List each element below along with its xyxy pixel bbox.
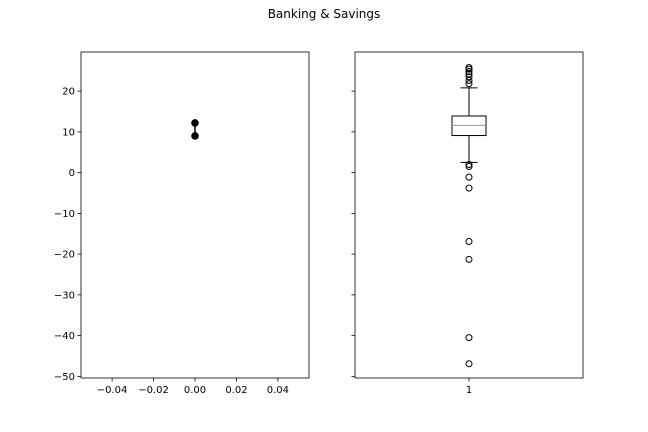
- y-tick-label: 0: [69, 168, 75, 179]
- outlier-point: [465, 80, 473, 88]
- y-tick-label: −30: [54, 290, 75, 301]
- y-tick-label: −40: [54, 331, 75, 342]
- outlier-point: [465, 65, 473, 73]
- outlier-point: [465, 173, 473, 181]
- figure-title: Banking & Savings: [267, 7, 381, 21]
- outlier-point: [465, 70, 473, 78]
- y-tick-label: −10: [54, 209, 75, 220]
- outlier-point: [465, 163, 473, 171]
- x-tick-label: −0.02: [138, 385, 169, 396]
- outlier-point: [465, 237, 473, 245]
- outlier-point: [465, 184, 473, 192]
- outlier-point: [465, 160, 473, 168]
- outlier-point: [465, 73, 473, 81]
- outlier-point: [465, 255, 473, 263]
- outlier-point: [465, 77, 473, 85]
- y-tick-label: 20: [62, 87, 75, 98]
- x-tick-label: 0.00: [184, 385, 206, 396]
- data-point: [191, 132, 199, 140]
- x-tick-label: 0.04: [267, 385, 289, 396]
- x-tick-label: −0.04: [97, 385, 128, 396]
- x-tick-label: 1: [466, 385, 472, 396]
- data-point: [191, 119, 199, 127]
- outlier-point: [465, 360, 473, 368]
- plot-area-left: [80, 51, 310, 379]
- outlier-point: [465, 334, 473, 342]
- outlier-point: [465, 68, 473, 76]
- y-tick-label: 10: [62, 127, 75, 138]
- x-tick-label: 0.02: [225, 385, 247, 396]
- y-tick-label: −20: [54, 250, 75, 261]
- y-tick-label: −50: [54, 372, 75, 383]
